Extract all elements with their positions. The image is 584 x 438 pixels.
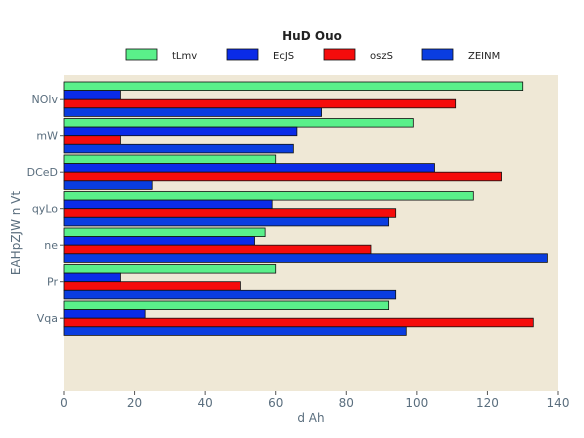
bar-mw-oszs xyxy=(63,135,121,145)
legend-swatch-zeinm xyxy=(421,48,454,61)
legend-label-oszs: oszS xyxy=(370,51,393,62)
bar-qylo-ecjs xyxy=(63,199,273,210)
bar-dced-ecjs xyxy=(63,163,435,173)
bar-ne-oszs xyxy=(63,244,372,255)
bar-qylo-zeinm xyxy=(63,216,390,227)
bar-dced-oszs xyxy=(63,171,502,182)
x-tick-label-60: 60 xyxy=(268,396,283,410)
bar-nolv-tlmv xyxy=(63,81,524,92)
bar-ne-tlmv xyxy=(63,227,266,238)
y-tick-label-nolv: NOlv xyxy=(32,93,59,106)
y-axis: NOlv mW DCeD qyLo ne Pr Vqa xyxy=(27,93,64,325)
bar-nolv-ecjs xyxy=(63,90,121,100)
x-tick-label-20: 20 xyxy=(127,396,142,410)
legend-label-zeinm: ZEINM xyxy=(468,51,500,62)
bar-dced-zeinm xyxy=(63,180,153,190)
x-tick-label-100: 100 xyxy=(405,396,428,410)
bar-ne-zeinm xyxy=(63,253,548,263)
bar-pr-oszs xyxy=(63,281,241,291)
legend-swatch-tlmv xyxy=(125,48,158,61)
y-tick-label-pr: Pr xyxy=(47,276,58,289)
y-axis-label: EAHpZJW n Vt xyxy=(9,191,23,276)
bar-vqa-oszs xyxy=(63,317,534,328)
bar-nolv-zeinm xyxy=(63,107,322,117)
bar-dced-tlmv xyxy=(63,154,277,165)
x-axis: 0 20 40 60 80 100 120 140 xyxy=(60,391,569,410)
bar-pr-tlmv xyxy=(63,264,277,274)
y-tick-label-ne: ne xyxy=(44,239,58,252)
bar-pr-ecjs xyxy=(63,272,121,283)
legend-label-tlmv: tLmv xyxy=(172,51,197,62)
bar-mw-zeinm xyxy=(63,143,294,154)
y-tick-label-vqa: Vqa xyxy=(37,312,58,325)
bar-mw-ecjs xyxy=(63,126,298,137)
x-tick-label-120: 120 xyxy=(476,396,499,410)
bar-vqa-ecjs xyxy=(63,309,146,319)
legend-title: HuD Ouo xyxy=(282,29,342,43)
bar-pr-zeinm xyxy=(63,289,397,300)
bars xyxy=(63,81,548,336)
x-tick-label-0: 0 xyxy=(60,396,68,410)
y-tick-label-qylo: qyLo xyxy=(32,203,58,216)
x-tick-label-140: 140 xyxy=(547,396,570,410)
y-tick-label-dced: DCeD xyxy=(27,166,58,179)
bar-qylo-tlmv xyxy=(63,191,474,201)
bar-qylo-oszs xyxy=(63,208,397,218)
x-tick-label-40: 40 xyxy=(198,396,213,410)
x-axis-label: d Ah xyxy=(297,411,324,425)
bar-ne-ecjs xyxy=(63,236,255,246)
bar-nolv-oszs xyxy=(63,98,457,109)
bar-mw-tlmv xyxy=(63,118,414,128)
legend-label-ecjs: EcJS xyxy=(273,51,294,62)
legend-swatch-oszs xyxy=(323,48,356,61)
bar-vqa-zeinm xyxy=(63,326,407,336)
legend-swatch-ecjs xyxy=(226,48,259,61)
y-tick-label-mw: mW xyxy=(36,130,58,143)
bar-vqa-tlmv xyxy=(63,300,390,311)
x-tick-label-80: 80 xyxy=(339,396,354,410)
legend: tLmv EcJS oszS ZEINM xyxy=(125,48,500,62)
